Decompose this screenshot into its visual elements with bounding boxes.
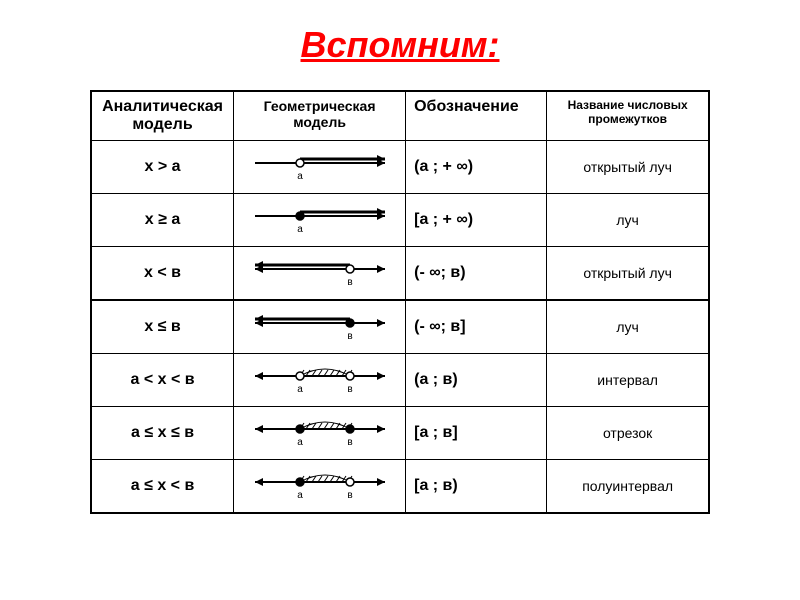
- svg-text:в: в: [347, 490, 352, 501]
- svg-text:а: а: [297, 384, 303, 395]
- svg-text:в: в: [347, 331, 352, 342]
- name-cell: отрезок: [547, 407, 709, 460]
- col-header-notation: Обозначение: [406, 91, 547, 141]
- intervals-table: Аналитическая модель Геометрическая моде…: [90, 90, 710, 514]
- table-header-row: Аналитическая модель Геометрическая моде…: [91, 91, 709, 141]
- col-header-geometric: Геометрическая модель: [234, 91, 406, 141]
- table-row: a < x < вав(a ; в)интервал: [91, 354, 709, 407]
- geometric-cell: в: [234, 247, 406, 301]
- name-cell: открытый луч: [547, 141, 709, 194]
- col-header-name: Название числовых промежутков: [547, 91, 709, 141]
- table-body: x > a а (a ; + ∞)открытый луч x ≥ a а [a ; + …: [91, 141, 709, 514]
- svg-text:а: а: [297, 437, 303, 448]
- svg-text:в: в: [347, 437, 352, 448]
- notation-cell: (a ; + ∞): [406, 141, 547, 194]
- notation-cell: (- ∞; в): [406, 247, 547, 301]
- geometric-cell: ав: [234, 460, 406, 514]
- notation-cell: [a ; в): [406, 460, 547, 514]
- page-title: Вспомним:: [301, 24, 500, 66]
- analytic-cell: x ≤ в: [91, 300, 234, 354]
- notation-cell: (- ∞; в]: [406, 300, 547, 354]
- analytic-cell: x > a: [91, 141, 234, 194]
- geometric-cell: в: [234, 300, 406, 354]
- name-cell: полуинтервал: [547, 460, 709, 514]
- name-cell: луч: [547, 300, 709, 354]
- table-row: a ≤ x ≤ вав[a ; в]отрезок: [91, 407, 709, 460]
- analytic-cell: a ≤ x ≤ в: [91, 407, 234, 460]
- name-cell: интервал: [547, 354, 709, 407]
- table-row: x < в в (- ∞; в)открытый луч: [91, 247, 709, 301]
- analytic-cell: a ≤ x < в: [91, 460, 234, 514]
- table-row: x ≥ a а [a ; + ∞)луч: [91, 194, 709, 247]
- svg-text:в: в: [347, 277, 352, 288]
- svg-text:в: в: [347, 384, 352, 395]
- analytic-cell: x < в: [91, 247, 234, 301]
- geometric-cell: ав: [234, 407, 406, 460]
- geometric-cell: а: [234, 141, 406, 194]
- analytic-cell: a < x < в: [91, 354, 234, 407]
- table-row: a ≤ x < вав[a ; в)полуинтервал: [91, 460, 709, 514]
- notation-cell: [a ; + ∞): [406, 194, 547, 247]
- svg-text:а: а: [297, 224, 303, 235]
- page: { "title": "Вспомним:", "columns": ["Ана…: [0, 0, 800, 600]
- geometric-cell: а: [234, 194, 406, 247]
- svg-text:а: а: [297, 490, 303, 501]
- svg-text:а: а: [297, 171, 303, 182]
- notation-cell: [a ; в]: [406, 407, 547, 460]
- col-header-analytic: Аналитическая модель: [91, 91, 234, 141]
- analytic-cell: x ≥ a: [91, 194, 234, 247]
- table-row: x ≤ в в (- ∞; в]луч: [91, 300, 709, 354]
- name-cell: открытый луч: [547, 247, 709, 301]
- notation-cell: (a ; в): [406, 354, 547, 407]
- table-row: x > a а (a ; + ∞)открытый луч: [91, 141, 709, 194]
- name-cell: луч: [547, 194, 709, 247]
- geometric-cell: ав: [234, 354, 406, 407]
